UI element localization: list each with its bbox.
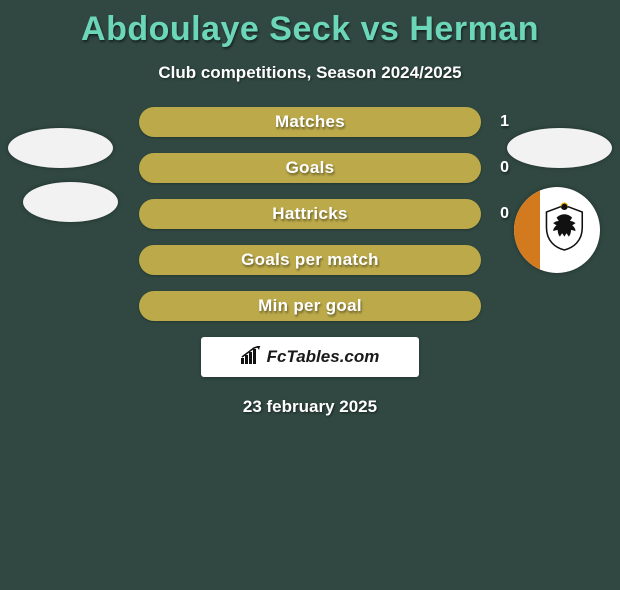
player-right-avatar bbox=[507, 128, 612, 168]
stat-label: Matches bbox=[275, 112, 345, 132]
stats-container: Matches 1 Goals 0 Hattricks 0 Goals per … bbox=[139, 107, 481, 321]
page-title: Abdoulaye Seck vs Herman bbox=[0, 10, 620, 49]
subtitle: Club competitions, Season 2024/2025 bbox=[0, 63, 620, 83]
brand-box: FcTables.com bbox=[201, 337, 419, 377]
stat-value-right: 0 bbox=[500, 153, 509, 183]
stat-row: Goals 0 bbox=[139, 153, 481, 183]
club-right-badge bbox=[514, 187, 600, 273]
stat-row: Min per goal bbox=[139, 291, 481, 321]
chart-icon bbox=[241, 346, 263, 369]
stat-value-right: 0 bbox=[500, 199, 509, 229]
club-crest-icon bbox=[542, 201, 587, 254]
stat-label: Goals per match bbox=[241, 250, 379, 270]
stat-label: Goals bbox=[286, 158, 335, 178]
stat-row: Goals per match bbox=[139, 245, 481, 275]
stat-label: Min per goal bbox=[258, 296, 362, 316]
stat-row: Matches 1 bbox=[139, 107, 481, 137]
stat-label: Hattricks bbox=[272, 204, 347, 224]
player-left-avatar bbox=[8, 128, 113, 168]
club-left-badge bbox=[23, 182, 118, 222]
stat-value-right: 1 bbox=[500, 107, 509, 137]
brand-label: FcTables.com bbox=[267, 347, 380, 367]
date-label: 23 february 2025 bbox=[0, 397, 620, 417]
stat-row: Hattricks 0 bbox=[139, 199, 481, 229]
